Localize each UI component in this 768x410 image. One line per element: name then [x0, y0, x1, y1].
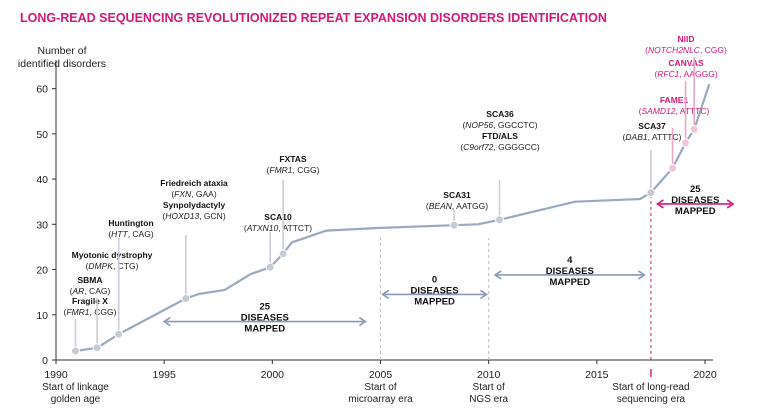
range-label: 25 [259, 302, 270, 313]
era-label: NGS era [469, 394, 508, 405]
y-tick-label: 40 [36, 174, 48, 186]
annotation-label: NIID [678, 34, 695, 44]
range-arrow-head-left [493, 270, 502, 280]
chart-title: LONG-READ SEQUENCING REVOLUTIONIZED REPE… [20, 11, 607, 25]
range-label: DISEASES [411, 285, 459, 296]
y-axis-label-line-2: identified disorders [18, 58, 106, 70]
annotation-label: FTD/ALS [482, 131, 518, 141]
annotation-label: (DAB1, ATTTC) [623, 132, 682, 142]
range-label: MAPPED [414, 296, 455, 307]
annotation-label: FAME1 [660, 95, 689, 105]
annotation-label: SCA36 [486, 109, 514, 119]
data-point-marker [494, 215, 504, 225]
y-tick-label: 30 [36, 219, 48, 231]
annotation-label: (FMR1, CGG) [267, 165, 320, 175]
annotation-label: Friedreich ataxia [160, 178, 228, 188]
range-arrow-head-left [655, 199, 664, 209]
data-point-marker [265, 262, 275, 272]
range-label: 4 [567, 255, 573, 266]
annotation-label: (DMPK, CTG) [86, 261, 139, 271]
annotation-label: SCA10 [264, 212, 292, 222]
annotation-label: SBMA [77, 275, 102, 285]
annotation-label: (HTT, CAG) [108, 229, 154, 239]
era-label: golden age [51, 394, 101, 405]
range-label: DISEASES [241, 313, 289, 324]
annotation-label: (C9orf72, GGGGCC) [460, 142, 540, 152]
y-axis-label-line-1: Number of [37, 45, 86, 57]
data-point-marker [646, 188, 656, 198]
data-point-marker [114, 329, 124, 339]
x-tick-label: 2005 [369, 369, 393, 381]
annotation-label: (NOP56, GGCCTC) [462, 120, 537, 130]
annotation-label: Fragile X [72, 296, 108, 306]
annotation-label: SCA31 [443, 190, 471, 200]
era-label: Start of [364, 382, 396, 393]
annotation-label: (SAMD12, ATTTC) [639, 106, 710, 116]
y-tick-label: 50 [36, 129, 48, 141]
annotation-label: CANVAS [668, 58, 704, 68]
x-tick-label: 1990 [44, 369, 68, 381]
x-tick-label: 2010 [477, 369, 501, 381]
data-point-marker [681, 138, 691, 148]
annotation-label: (FMR1, CGG) [64, 307, 117, 317]
era-label: Start of [473, 382, 505, 393]
x-tick-label: 2020 [693, 369, 717, 381]
annotation-label: SCA37 [638, 121, 666, 131]
era-label: Start of linkage [42, 382, 109, 393]
annotation-label: (AR, CAG) [70, 286, 111, 296]
data-point-marker [449, 220, 459, 230]
y-tick-label: 20 [36, 265, 48, 277]
range-label: DISEASES [671, 195, 719, 206]
y-tick-label: 0 [42, 355, 48, 367]
range-label: DISEASES [546, 266, 594, 277]
annotation-label: Myotonic dystrophy [72, 250, 153, 260]
annotation-label: Synpolydactyly [163, 200, 226, 210]
data-point-marker [689, 124, 699, 134]
data-point-marker [668, 163, 678, 173]
range-label: MAPPED [549, 277, 590, 288]
range-arrow-head-left [162, 316, 171, 327]
range-label: MAPPED [675, 206, 716, 217]
annotation-label: (FXN, GAA) [171, 189, 217, 199]
y-tick-label: 10 [36, 310, 48, 322]
x-tick-label: 2000 [261, 369, 285, 381]
range-arrow-head-left [381, 289, 390, 300]
range-arrow-head-right [480, 289, 488, 300]
y-tick-label: 60 [36, 84, 48, 96]
annotation-label: (ATXN10, ATTCT) [244, 223, 312, 233]
range-arrow-head-right [637, 270, 646, 280]
series-line [75, 83, 711, 353]
x-tick-label: 1995 [152, 369, 176, 381]
data-point-marker [278, 249, 288, 259]
x-tick-label: 2015 [585, 369, 609, 381]
range-arrow-head-right [358, 316, 367, 327]
data-point-marker [92, 343, 102, 353]
annotation-label: (HOXD13, GCN) [162, 211, 225, 221]
era-label: Start of long-read [612, 382, 689, 393]
era-label: microarray era [348, 394, 413, 405]
annotation-label: Huntington [108, 218, 153, 228]
annotation-label: (BEAN, AATGG) [426, 201, 488, 211]
data-point-marker [70, 346, 80, 356]
annotation-label: FXTAS [279, 154, 307, 164]
annotation-label: (RFC1, AAGGG) [654, 69, 717, 79]
era-label: sequencing era [617, 394, 686, 405]
annotation-label: (NOTCH2NLC, CGG) [645, 45, 727, 55]
data-point-marker [181, 293, 191, 303]
range-arrow-head-right [726, 199, 735, 209]
range-label: MAPPED [244, 324, 285, 335]
range-label: 0 [432, 274, 437, 285]
range-label: 25 [690, 184, 701, 195]
